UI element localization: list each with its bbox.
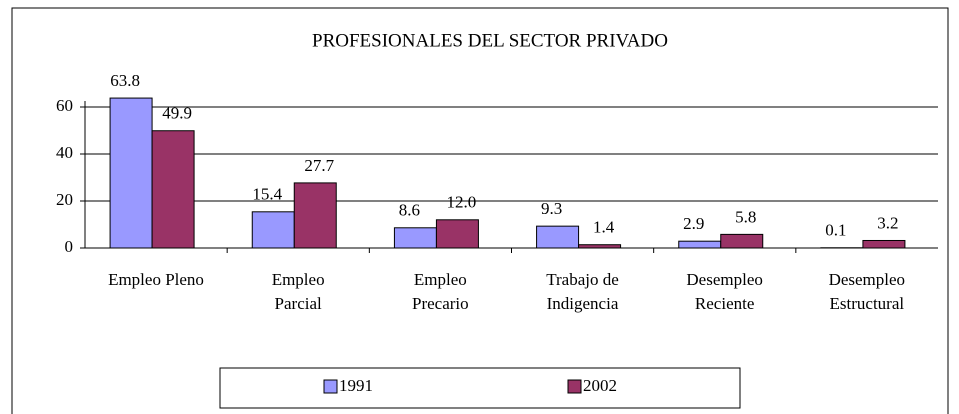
y-tick-label: 60 bbox=[56, 96, 73, 115]
y-tick-label: 0 bbox=[65, 237, 74, 256]
y-tick-label: 20 bbox=[56, 190, 73, 209]
data-label: 0.1 bbox=[825, 221, 846, 240]
x-tick-label: Desempleo Estructural bbox=[828, 270, 906, 313]
bar bbox=[720, 233, 764, 249]
bar bbox=[536, 225, 580, 249]
data-label: 9.3 bbox=[541, 199, 562, 218]
bar bbox=[678, 240, 722, 249]
data-label: 2.9 bbox=[683, 214, 704, 233]
data-label: 27.7 bbox=[304, 156, 334, 175]
x-tick-label: Desempleo Reciente bbox=[686, 270, 763, 313]
data-label: 1.4 bbox=[593, 218, 615, 237]
x-tick-label: Trabajo de Indigencia bbox=[546, 270, 619, 313]
bar bbox=[109, 97, 153, 249]
legend-swatch bbox=[323, 379, 338, 394]
y-tick-label: 40 bbox=[56, 143, 73, 162]
data-label: 12.0 bbox=[447, 193, 477, 212]
bar bbox=[251, 211, 295, 249]
legend-label: 2002 bbox=[583, 376, 617, 395]
data-label: 63.8 bbox=[110, 71, 140, 90]
legend-label: 1991 bbox=[339, 376, 373, 395]
data-label: 49.9 bbox=[162, 104, 192, 123]
x-tick-label: Empleo Parcial bbox=[271, 270, 325, 313]
chart-border bbox=[11, 7, 949, 414]
bar bbox=[393, 227, 437, 249]
data-label: 3.2 bbox=[877, 213, 898, 232]
bar bbox=[862, 239, 906, 249]
data-label: 5.8 bbox=[735, 207, 756, 226]
legend-box bbox=[219, 367, 741, 409]
chart-title: PROFESIONALES DEL SECTOR PRIVADO bbox=[312, 30, 668, 51]
data-label: 15.4 bbox=[252, 185, 282, 204]
x-tick-label: Empleo Precario bbox=[412, 270, 469, 313]
bar bbox=[151, 130, 195, 249]
legend-swatch bbox=[567, 379, 582, 394]
data-label: 8.6 bbox=[399, 201, 420, 220]
bar bbox=[435, 219, 479, 249]
bar bbox=[293, 182, 337, 249]
x-tick-label: Empleo Pleno bbox=[108, 270, 204, 289]
